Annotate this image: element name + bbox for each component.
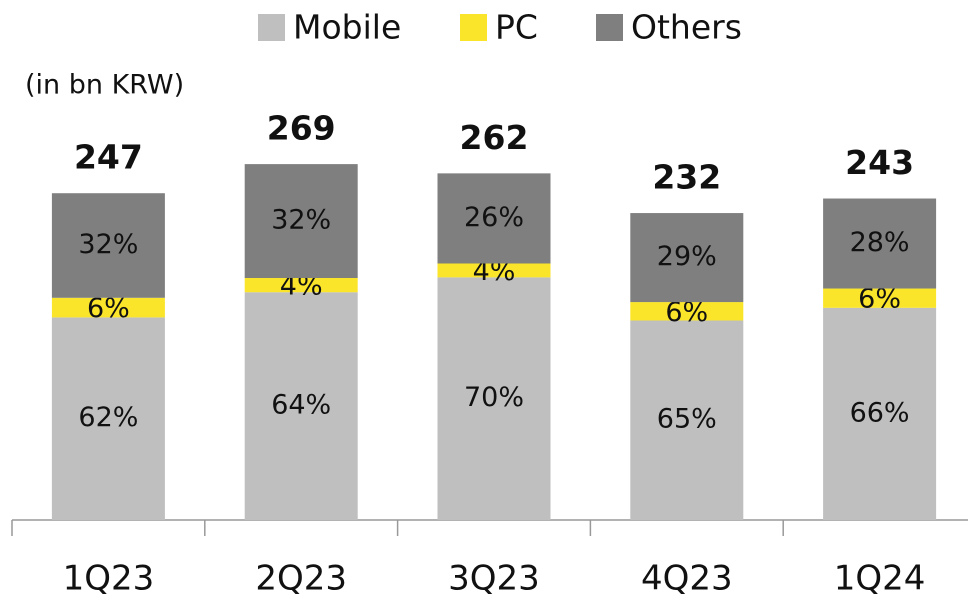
x-tick-label: 1Q24 — [834, 559, 926, 599]
total-label: 269 — [267, 109, 336, 148]
legend-label: Mobile — [293, 8, 401, 47]
unit-note: (in bn KRW) — [25, 70, 184, 101]
bar-segment — [630, 213, 744, 303]
data-label: 65% — [657, 404, 717, 435]
total-label: 262 — [460, 118, 529, 157]
total-label: 243 — [845, 143, 914, 182]
legend-swatch — [258, 14, 285, 41]
x-tick-label: 1Q23 — [63, 559, 155, 599]
data-label: 32% — [78, 229, 138, 260]
data-label: 6% — [87, 293, 130, 324]
legend-label: PC — [495, 8, 538, 47]
data-label: 66% — [850, 397, 910, 428]
bar-segment — [823, 288, 937, 308]
data-label: 32% — [271, 205, 331, 236]
bar-segment — [51, 317, 165, 520]
legend-label: Others — [631, 8, 742, 47]
bar-segment — [244, 164, 358, 278]
bar-segment — [51, 193, 165, 298]
x-tick-label: 4Q23 — [641, 559, 733, 599]
data-label: 64% — [271, 390, 331, 421]
bar-segment — [437, 277, 551, 520]
data-label: 70% — [464, 382, 524, 413]
legend-swatch — [460, 14, 487, 41]
legend-swatch — [596, 14, 623, 41]
bar-segment — [437, 173, 551, 264]
data-label: 6% — [858, 284, 901, 315]
bar-segment — [630, 320, 744, 520]
total-label: 232 — [652, 158, 721, 197]
bar-segment — [51, 297, 165, 318]
bar-segment — [244, 277, 358, 293]
bar-segment — [823, 307, 937, 520]
total-label: 247 — [74, 138, 143, 177]
data-label: 29% — [657, 241, 717, 272]
x-tick-label: 3Q23 — [448, 559, 540, 599]
bar-segment — [630, 302, 744, 321]
data-label: 28% — [850, 227, 910, 258]
data-label: 62% — [78, 402, 138, 433]
bar-segment — [244, 292, 358, 520]
bar-segment — [437, 263, 551, 278]
bar-segment — [823, 198, 937, 289]
x-tick-label: 2Q23 — [255, 559, 347, 599]
data-label: 26% — [464, 202, 524, 233]
